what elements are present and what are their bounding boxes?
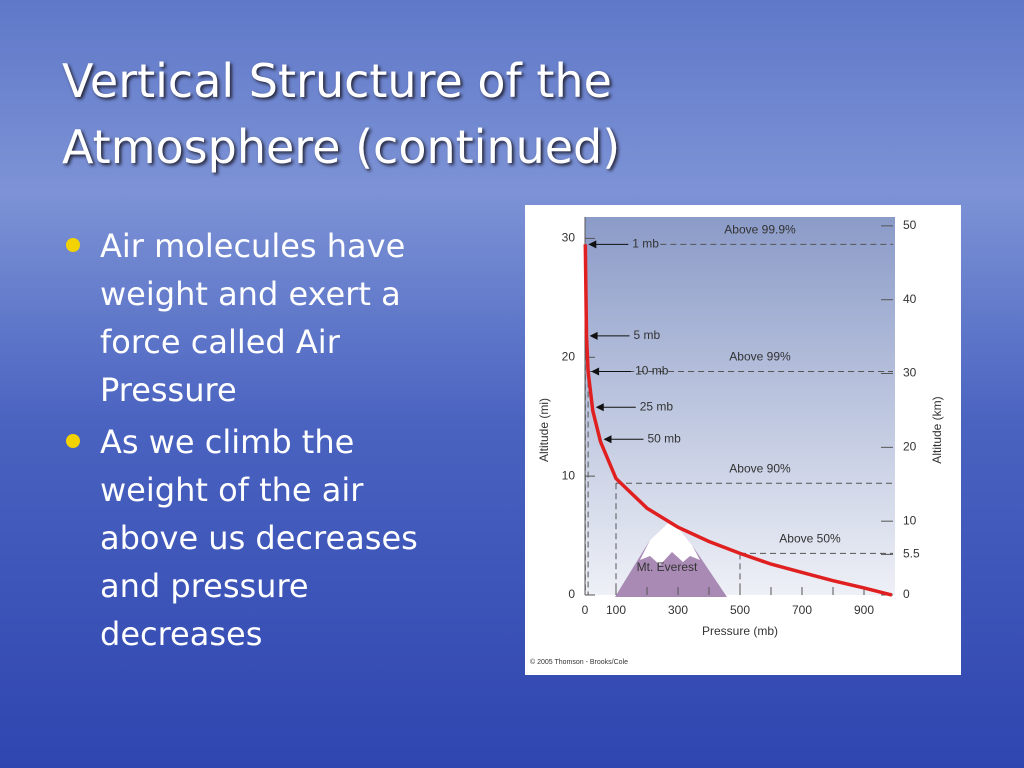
arrow-head: [595, 403, 604, 412]
bullet-line: Pressure: [100, 371, 237, 409]
bullet-list: Air molecules have weight and exert a forc…: [62, 222, 418, 662]
bullet-line: Air molecules have: [100, 227, 406, 265]
bullet-line: weight of the air: [100, 471, 364, 509]
y-tick-label: 10: [562, 468, 576, 482]
bullet-dot: [66, 434, 80, 448]
arrow-label: 5 mb: [634, 328, 661, 342]
bullet-line: above us decreases: [100, 519, 418, 557]
bullet-line: force called Air: [100, 323, 340, 361]
y2-axis-label: Altitude (km): [930, 396, 944, 463]
y2-tick-label: 30: [903, 366, 917, 380]
arrow-label: 1 mb: [632, 237, 659, 251]
y2-tick-label: 0: [903, 587, 910, 601]
plot-area: [585, 217, 895, 595]
y-tick-label: 20: [562, 349, 576, 363]
arrow-label: 50 mb: [648, 431, 682, 445]
x-tick-label: 300: [668, 603, 688, 617]
credit: © 2005 Thomson - Brooks/Cole: [530, 658, 628, 666]
x-tick-label: 700: [792, 603, 812, 617]
arrow-label: 10 mb: [635, 364, 669, 378]
level-label: Above 50%: [779, 532, 841, 546]
bullet-line: weight and exert a: [100, 275, 401, 313]
bullet-line: As we climb the: [100, 423, 355, 461]
bullet: As we climb the weight of the air above us…: [62, 418, 418, 658]
x-tick-label: 500: [730, 603, 750, 617]
arrow-head: [591, 367, 600, 376]
mountain-snow: [640, 523, 700, 565]
y-tick-label: 30: [562, 231, 576, 245]
pressure-curve: [583, 244, 893, 597]
x-tick-label: 900: [854, 603, 874, 617]
y2-tick-label: 5.5: [903, 547, 920, 561]
x-tick-label: 100: [606, 603, 626, 617]
x-tick-label: 0: [582, 603, 589, 617]
bullet-dot: [66, 238, 80, 252]
arrow-head: [603, 435, 612, 444]
bullet-line: and pressure: [100, 567, 309, 605]
mountain: [615, 523, 727, 597]
y-tick-label: 0: [568, 587, 575, 601]
y2-tick-label: 50: [903, 218, 917, 232]
arrow-head: [588, 240, 597, 249]
level-label: Above 99.9%: [724, 223, 796, 237]
y-axis-label: Altitude (mi): [537, 398, 551, 462]
y2-tick-label: 20: [903, 440, 917, 454]
bullet-line: decreases: [100, 615, 263, 653]
arrow-head: [589, 331, 598, 340]
arrow-label: 25 mb: [640, 399, 674, 413]
x-axis-label: Pressure (mb): [702, 624, 778, 638]
y2-tick-label: 40: [903, 292, 917, 306]
level-label: Above 99%: [729, 350, 791, 364]
title-line: Vertical Structure of the: [62, 54, 612, 108]
level-label: Above 90%: [729, 461, 791, 475]
bullet: Air molecules have weight and exert a forc…: [62, 222, 418, 414]
y2-tick-label: 10: [903, 513, 917, 527]
mountain-label: Mt. Everest: [637, 560, 698, 574]
slide-title: Vertical Structure of the Atmosphere (con…: [62, 48, 620, 180]
title-line: Atmosphere (continued): [62, 120, 621, 174]
